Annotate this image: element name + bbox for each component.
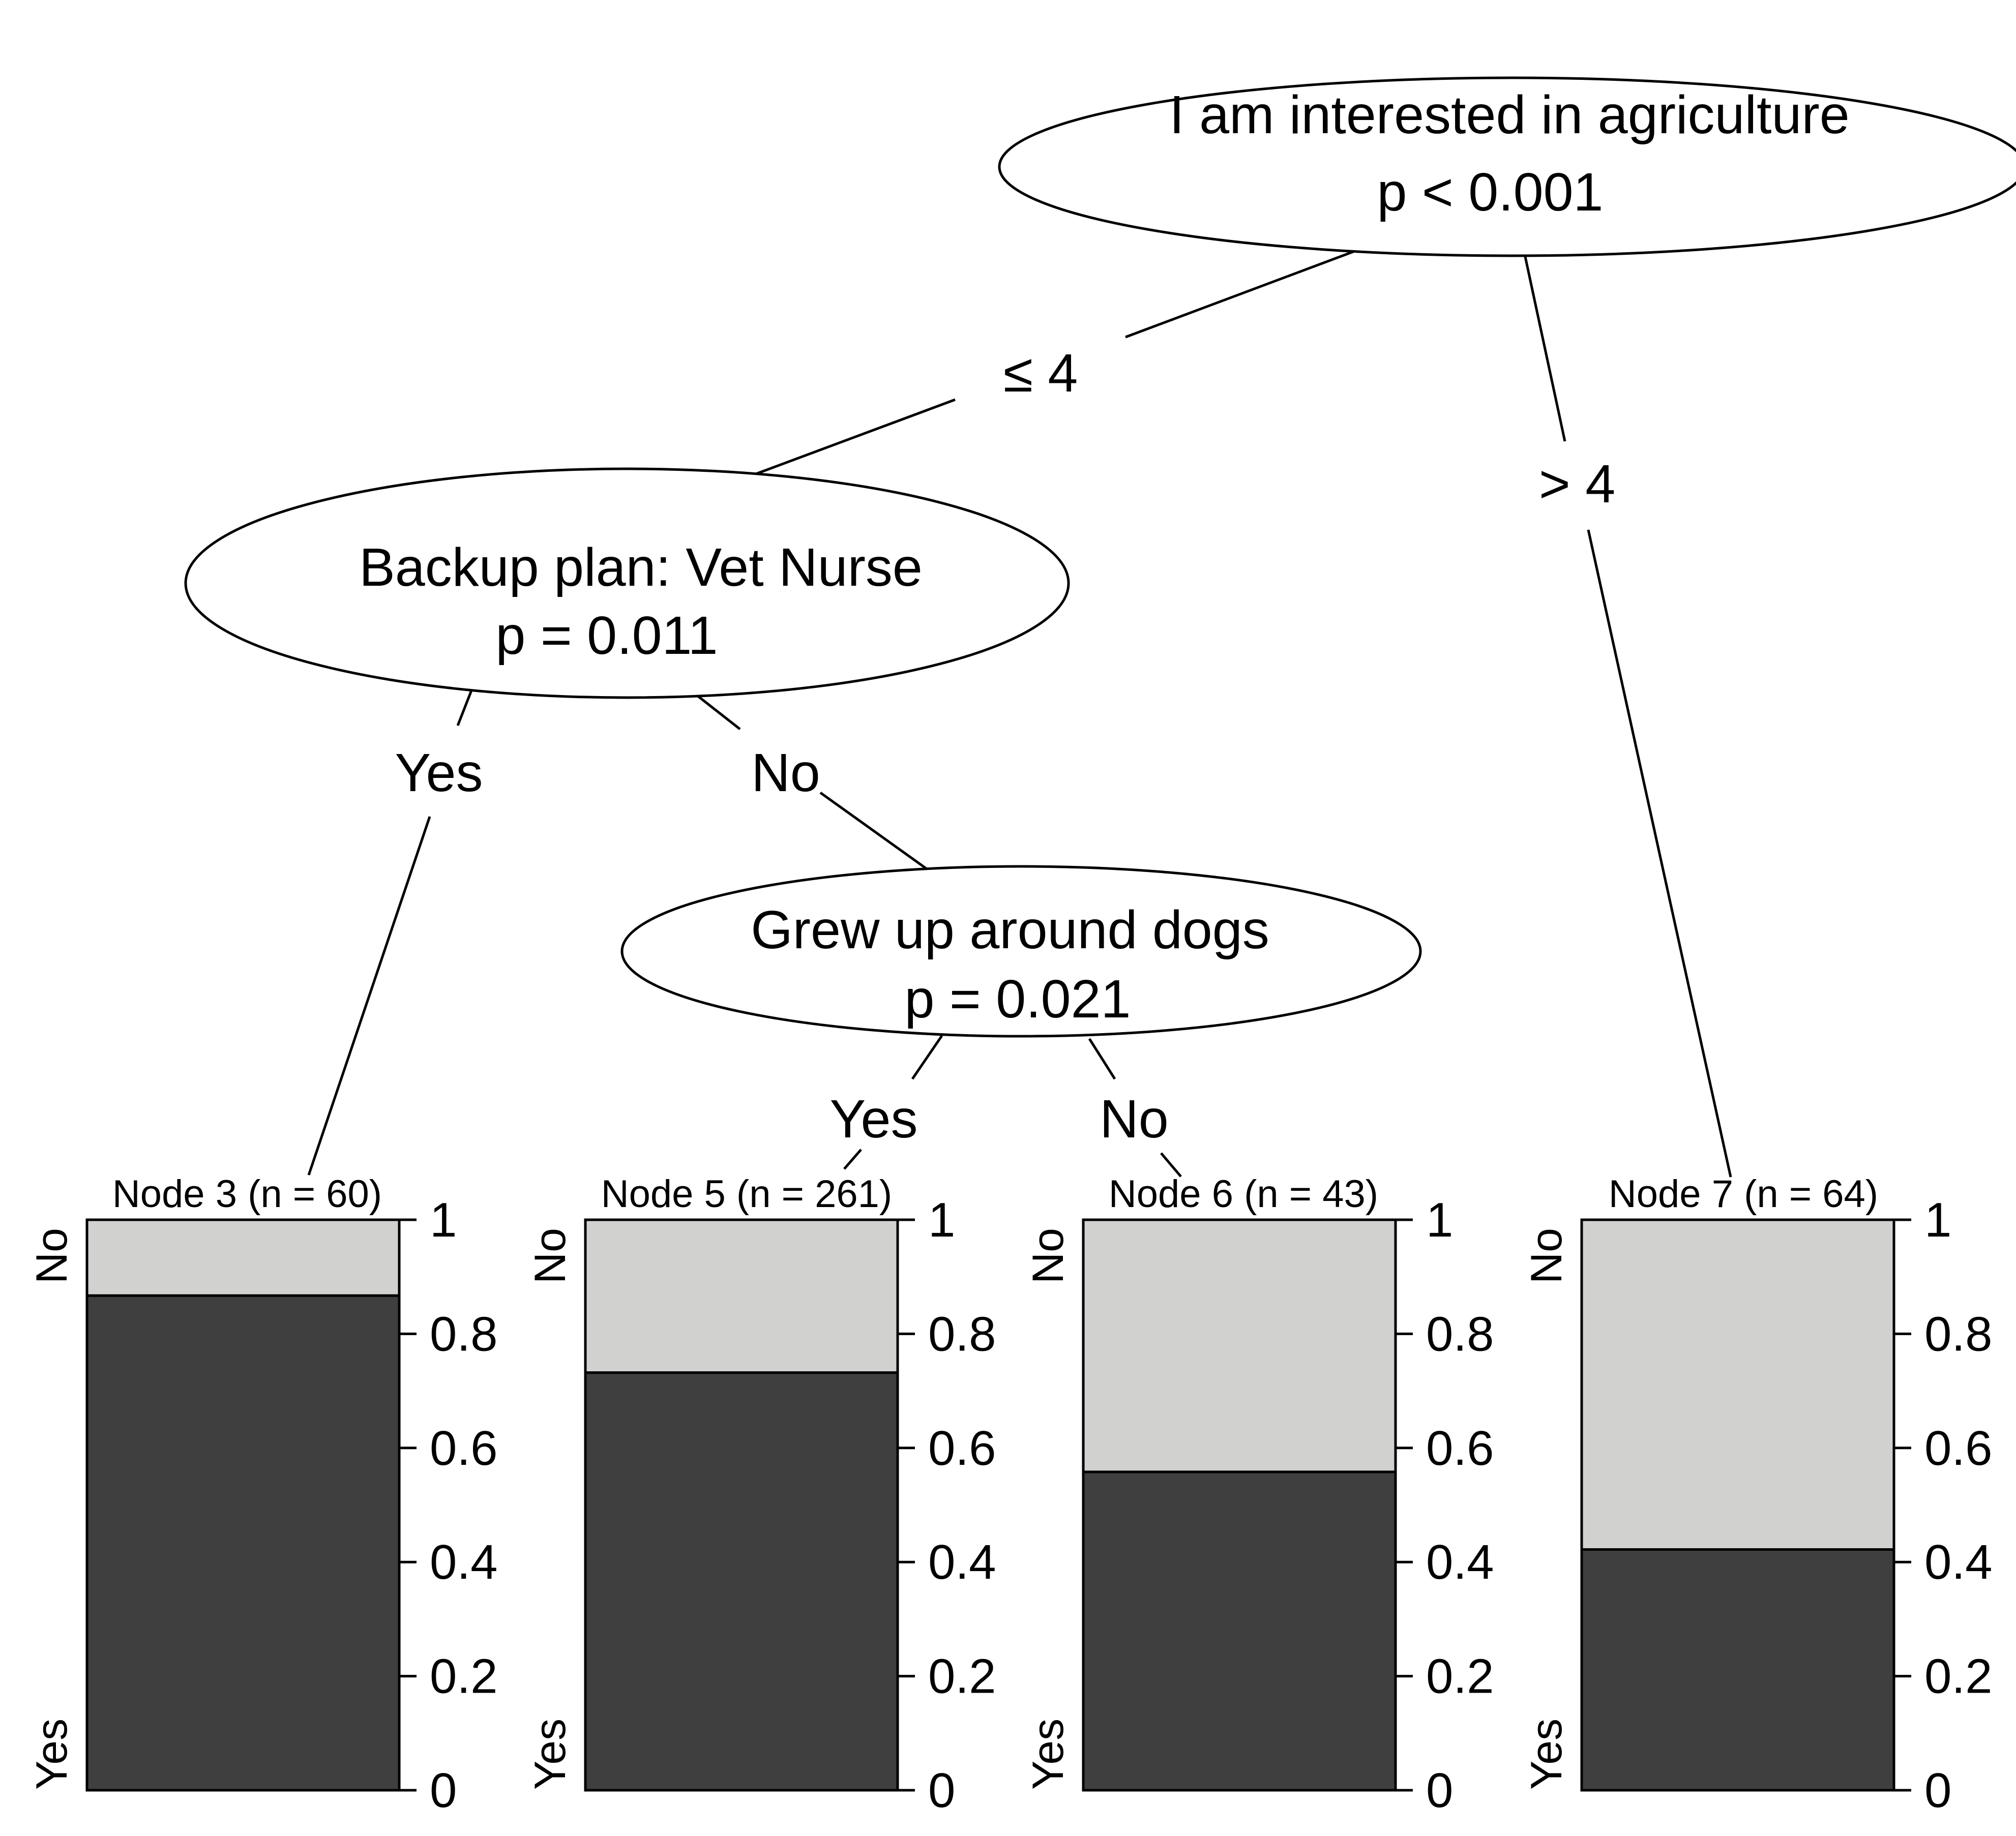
axis-tick-label-node-5: 1: [928, 1193, 955, 1247]
bar-yes-node-5: [584, 1371, 899, 1792]
axis-tick-label-node-3: 0.4: [430, 1535, 497, 1589]
axis-tick-label-node-3: 0.6: [430, 1421, 497, 1476]
axis-tick-label-node-3: 1: [430, 1193, 457, 1247]
axis-tick-label-node-6: 0.2: [1426, 1649, 1494, 1704]
axis-tick-label-node-5: 0.8: [928, 1307, 996, 1361]
edge-4-5-upper: [911, 1035, 943, 1080]
inner-node-2-variable: Backup plan: Vet Nurse: [359, 537, 923, 597]
inner-node-2-pvalue: p = 0.011: [495, 606, 718, 666]
edge-1-7-upper: [1522, 249, 1566, 442]
bar-yes-node-3: [85, 1294, 401, 1792]
class-label-yes-node-3: Yes: [27, 1719, 76, 1790]
bar-yes-node-7: [1580, 1548, 1895, 1792]
edge-label-node4-yes: Yes: [830, 1089, 918, 1149]
tree-edges: [307, 244, 1732, 1178]
inner-node-4: Grew up around dogs p = 0.021: [620, 865, 1422, 1038]
leaf-title-node-6: Node 6 (n = 43): [1109, 1172, 1378, 1216]
edge-2-4-upper: [694, 693, 741, 730]
edge-label-node4-no: No: [1100, 1089, 1169, 1149]
axis-tick-label-node-6: 1: [1426, 1193, 1453, 1247]
axis-tick-label-node-5: 0: [928, 1763, 955, 1818]
edge-4-6-lower: [1160, 1152, 1182, 1178]
class-label-yes-node-5: Yes: [526, 1719, 575, 1790]
axis-tick-label-node-7: 0.4: [1924, 1535, 1992, 1589]
edge-1-7-lower: [1587, 529, 1732, 1178]
edge-4-5-lower: [843, 1149, 862, 1170]
edge-4-6-upper: [1088, 1038, 1116, 1080]
axis-tick-label-node-5: 0.2: [928, 1649, 996, 1704]
inner-node-4-ellipse: [620, 865, 1422, 1038]
edge-1-2-lower: [749, 398, 956, 478]
axis-tick-label-node-7: 0.2: [1924, 1649, 1992, 1704]
axis-tick-label-node-7: 0: [1924, 1763, 1951, 1818]
bar-no-node-6: [1082, 1218, 1397, 1473]
class-label-yes-node-7: Yes: [1522, 1719, 1571, 1790]
bar-no-node-5: [584, 1218, 899, 1374]
inner-node-2: Backup plan: Vet Nurse p = 0.011: [184, 467, 1070, 699]
axis-tick-label-node-5: 0.4: [928, 1535, 996, 1589]
class-label-yes-node-6: Yes: [1024, 1719, 1073, 1790]
axis-tick-label-node-7: 0.8: [1924, 1307, 1992, 1361]
edge-label-le4: ≤ 4: [1003, 343, 1078, 403]
edge-label-node2-yes: Yes: [395, 743, 483, 803]
axis-tick-label-node-6: 0: [1426, 1763, 1453, 1818]
inner-node-4-variable: Grew up around dogs: [751, 900, 1269, 960]
axis-tick-label-node-3: 0: [430, 1763, 457, 1818]
class-label-no-node-5: No: [526, 1228, 575, 1284]
leaf-title-node-5: Node 5 (n = 261): [601, 1172, 893, 1216]
terminal-nodes: Node 3 (n = 60) 1 0.8 0.6 0.4 0.2 0 No Yes Node 5…: [27, 1172, 1992, 1818]
axis-tick-label-node-7: 1: [1924, 1193, 1951, 1247]
axis-tick-label-node-6: 0.4: [1426, 1535, 1494, 1589]
inner-node-2-ellipse: [184, 467, 1070, 699]
edge-label-node2-no: No: [751, 743, 820, 803]
edge-1-2-upper: [1125, 244, 1370, 339]
axis-tick-label-node-7: 0.6: [1924, 1421, 1992, 1476]
bar-yes-node-6: [1082, 1470, 1397, 1792]
class-label-no-node-7: No: [1522, 1228, 1571, 1284]
class-label-no-node-6: No: [1024, 1228, 1073, 1284]
bar-no-node-7: [1580, 1218, 1895, 1551]
class-label-no-node-3: No: [27, 1228, 76, 1284]
inner-node-1: I am interested in agriculture p < 0.001: [998, 76, 2016, 257]
axis-tick-label-node-3: 0.8: [430, 1307, 497, 1361]
bar-no-node-3: [85, 1218, 401, 1297]
axis-tick-label-node-6: 0.6: [1426, 1421, 1494, 1476]
leaf-title-node-7: Node 7 (n = 64): [1609, 1172, 1878, 1216]
edge-2-3-lower: [307, 816, 431, 1176]
edge-2-4-lower: [819, 791, 931, 872]
inner-node-1-ellipse: [998, 76, 2016, 257]
axis-tick-label-node-5: 0.6: [928, 1421, 996, 1476]
edge-label-gt4: > 4: [1539, 454, 1615, 514]
inner-node-4-pvalue: p = 0.021: [904, 969, 1131, 1029]
leaf-title-node-3: Node 3 (n = 60): [112, 1172, 382, 1216]
inner-node-1-pvalue: p < 0.001: [1377, 162, 1603, 222]
edge-labels: ≤ 4 > 4 Yes No Yes No: [395, 343, 1616, 1149]
axis-tick-label-node-3: 0.2: [430, 1649, 497, 1704]
edge-2-3-upper: [456, 690, 473, 726]
inner-node-1-variable: I am interested in agriculture: [1169, 85, 1849, 145]
axis-tick-label-node-6: 0.8: [1426, 1307, 1494, 1361]
